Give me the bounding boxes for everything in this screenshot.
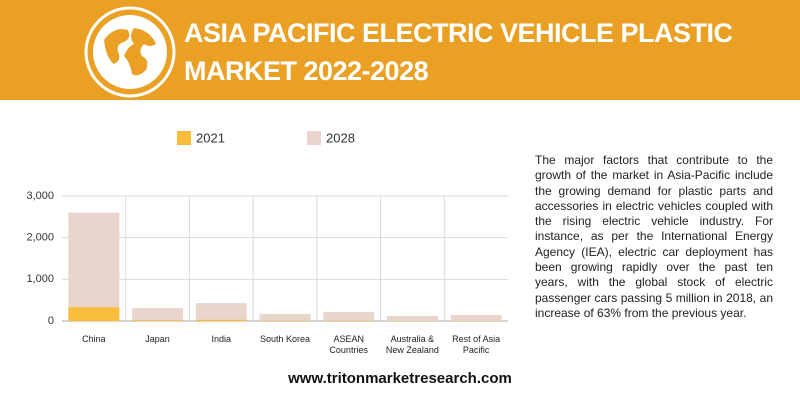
bar <box>132 320 184 321</box>
y-tick-label: 1,000 <box>26 273 54 285</box>
chart-title: ASIA PACIFIC ELECTRIC VEHICLE PLASTIC MA… <box>184 18 733 86</box>
bar <box>68 212 120 321</box>
legend-label: 2028 <box>326 130 355 145</box>
globe-icon <box>84 6 176 98</box>
y-tick-label: 3,000 <box>26 190 54 202</box>
x-tick-label: India <box>211 334 232 344</box>
x-tick-label: ASEAN Countries <box>329 334 368 355</box>
legend-swatch <box>307 131 321 145</box>
bar <box>259 313 311 321</box>
x-tick-label: South Korea <box>259 334 311 344</box>
bar <box>386 316 438 321</box>
y-tick-label: 0 <box>48 315 54 327</box>
legend-swatch <box>177 131 191 145</box>
x-tick-label: Rest of Asia Pacific <box>452 334 501 355</box>
x-tick-label: Australia & New Zealand <box>385 334 439 355</box>
bar <box>195 303 247 321</box>
x-tick-label: China <box>82 334 106 344</box>
footer: www.tritonmarketresearch.com <box>288 370 512 387</box>
bar <box>68 307 120 321</box>
x-tick-label: Japan <box>145 334 170 344</box>
bar <box>195 319 247 321</box>
description: The major factors that contribute to the… <box>535 153 773 320</box>
bar <box>323 312 375 321</box>
legend-label: 2021 <box>196 130 225 145</box>
bar <box>450 314 502 321</box>
bar <box>132 308 184 321</box>
y-tick-label: 2,000 <box>26 232 54 244</box>
